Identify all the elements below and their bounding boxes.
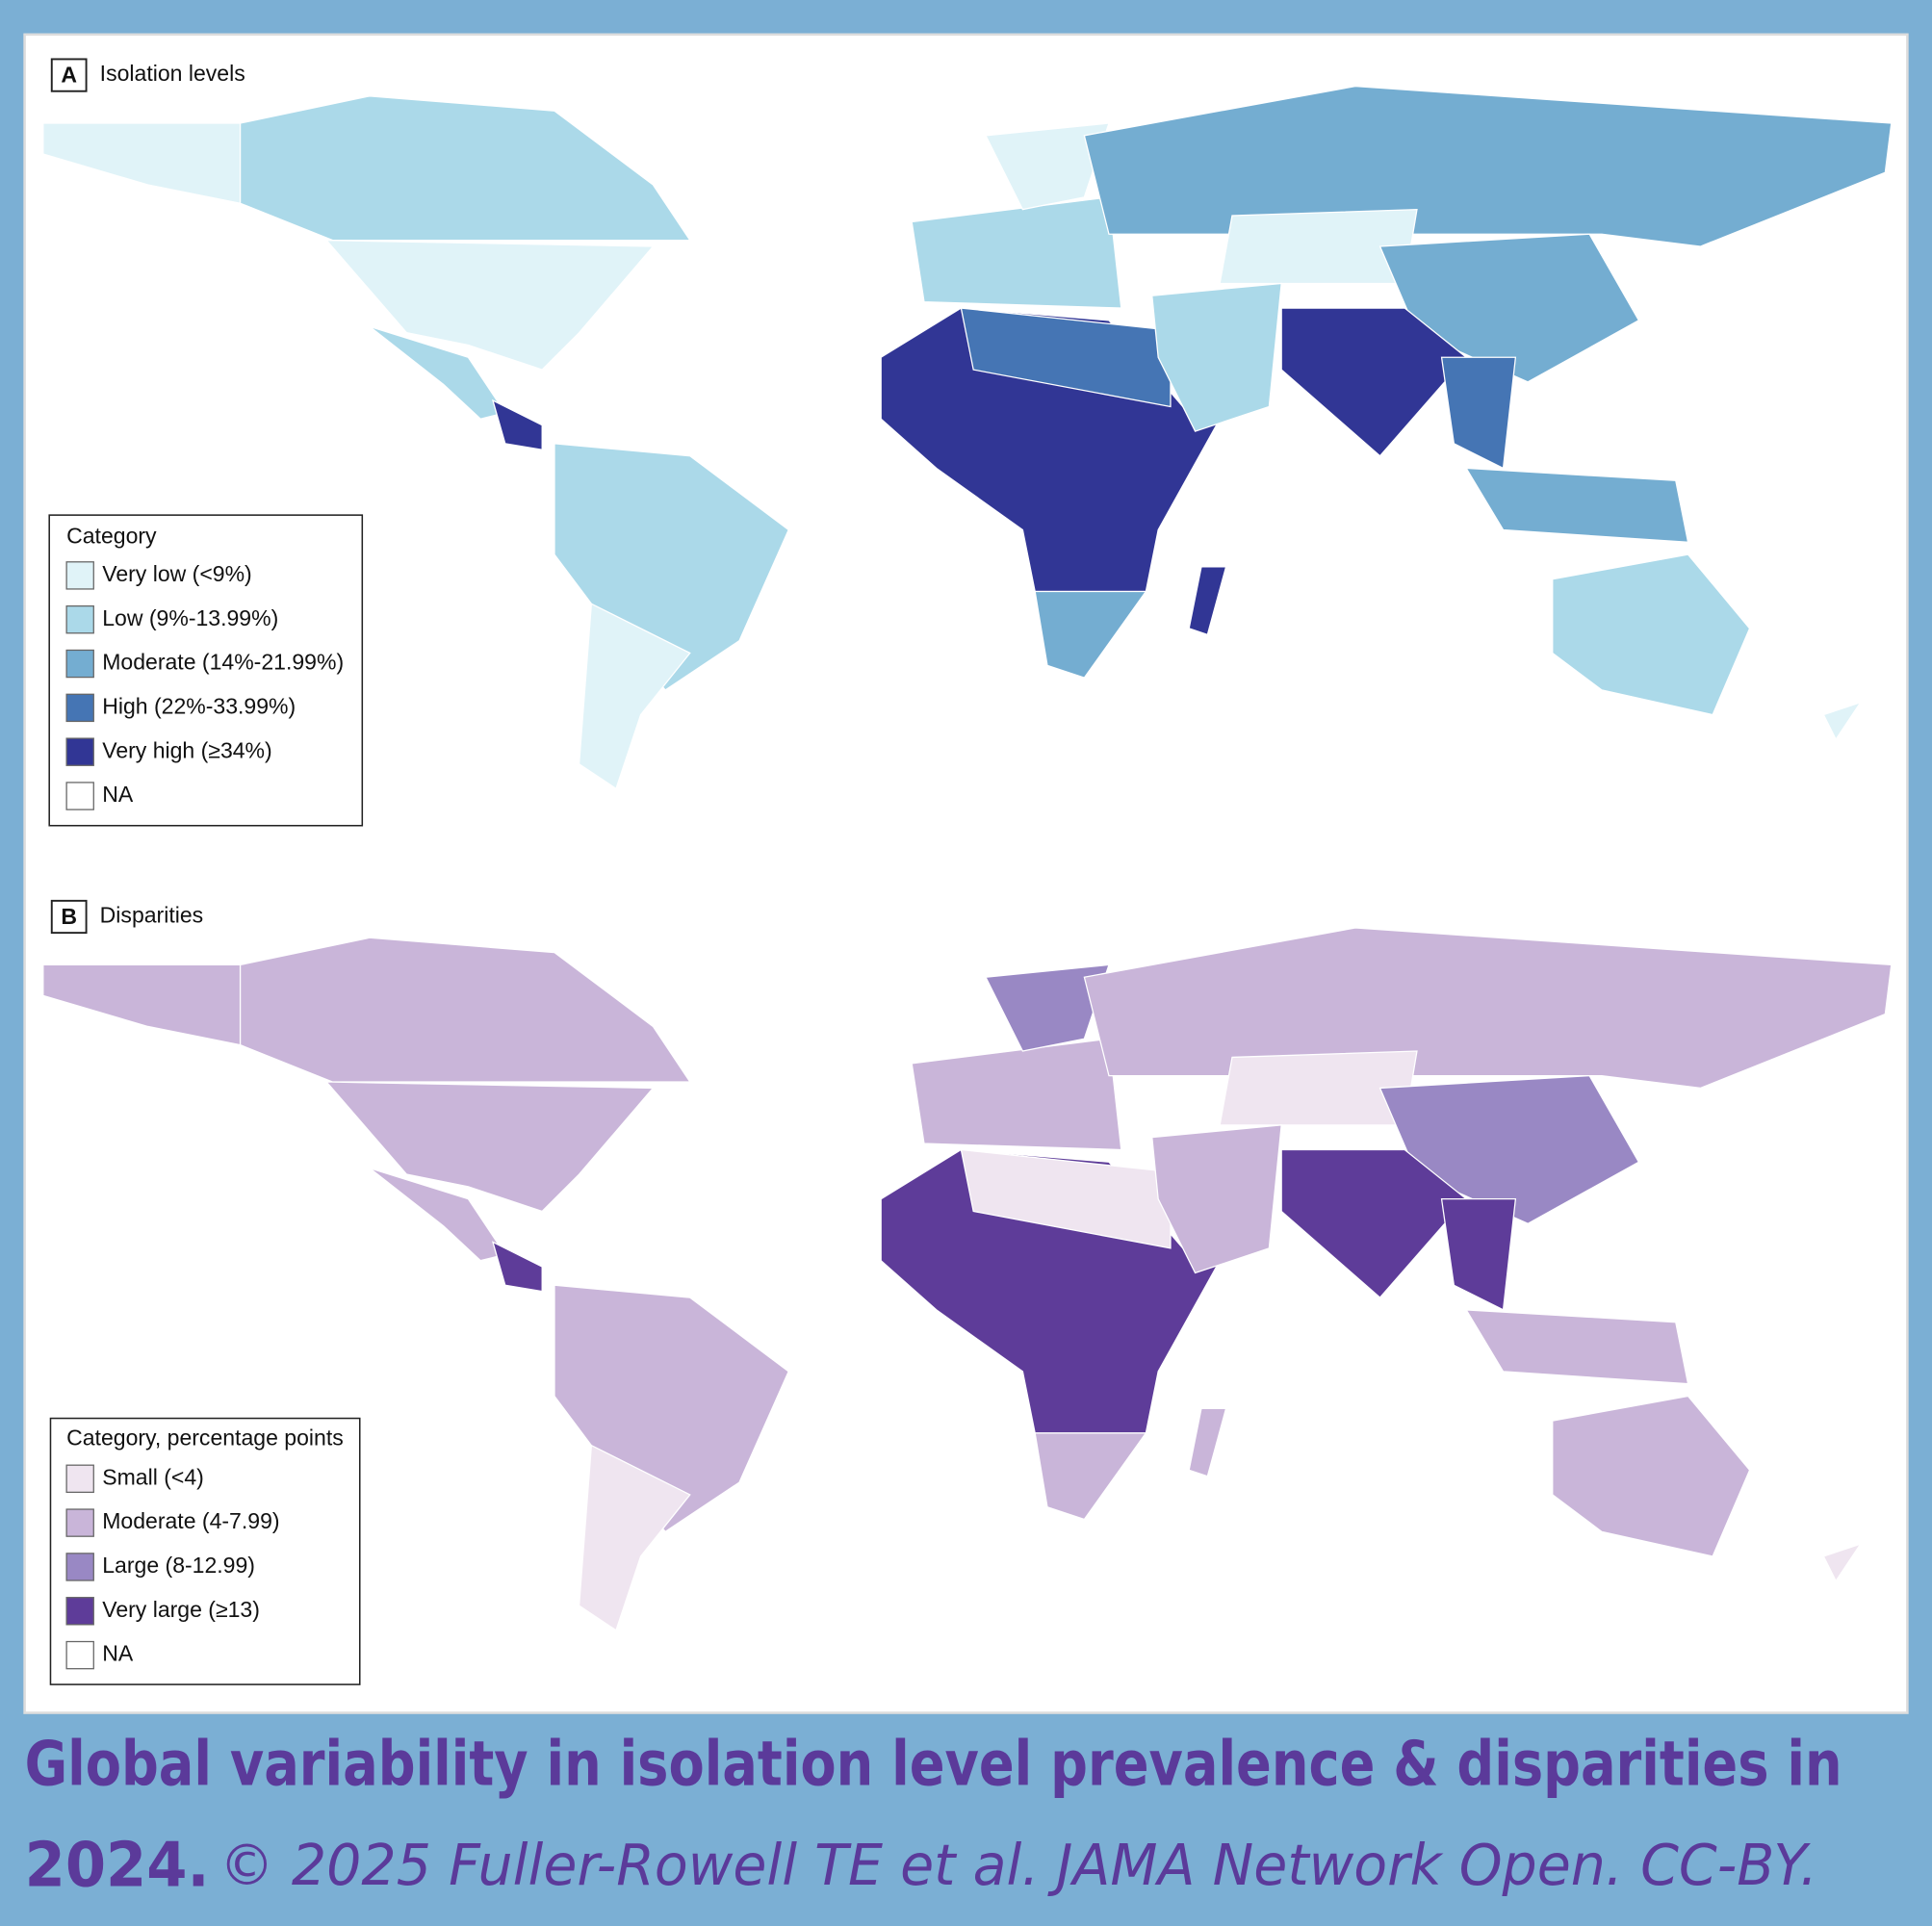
country-region <box>1552 553 1751 716</box>
country-region <box>960 307 1172 408</box>
legend-label: Very large (≥13) <box>102 1597 260 1622</box>
legend-swatch <box>65 737 94 766</box>
legend-label: Small (<4) <box>102 1464 204 1489</box>
legend-swatch <box>65 1464 94 1493</box>
country-region <box>324 1081 655 1213</box>
legend-title: Category <box>66 523 157 548</box>
country-region <box>42 122 242 205</box>
country-region <box>42 963 242 1046</box>
legend-swatch <box>65 782 94 810</box>
caption-credit: © 2025 Fuller-Rowell TE et al. JAMA Netw… <box>219 1832 1817 1898</box>
legend-label: High (22%-33.99%) <box>102 693 296 718</box>
country-region <box>984 122 1110 211</box>
country-region <box>239 95 691 242</box>
legend-label: Large (8-12.99) <box>102 1553 255 1578</box>
legend-label: Very high (≥34%) <box>102 737 271 762</box>
country-region <box>369 1168 506 1262</box>
country-region <box>1083 85 1893 247</box>
country-region <box>1034 1432 1147 1521</box>
legend-items: Small (<4) Moderate (4-7.99) Large (8-12.9… <box>65 1464 280 1670</box>
map-isolation <box>42 85 1893 790</box>
legend-label: NA <box>102 782 134 807</box>
country-region <box>369 325 506 420</box>
country-region <box>1822 1542 1863 1582</box>
country-region <box>984 963 1110 1052</box>
legend-label: Moderate (14%-21.99%) <box>102 650 344 675</box>
country-region <box>1464 1309 1689 1385</box>
country-region <box>239 937 691 1083</box>
panel-label-box <box>50 58 88 92</box>
legend-swatch <box>65 561 94 590</box>
legend-items: Very low (<9%) Low (9%-13.99%) Moderate (1… <box>65 561 344 810</box>
legend-title: Category, percentage points <box>66 1425 344 1450</box>
legend-label: Moderate (4-7.99) <box>102 1508 279 1533</box>
country-region <box>1440 1198 1517 1311</box>
legend-label: Low (9%-13.99%) <box>102 605 278 630</box>
country-region <box>960 1148 1172 1249</box>
caption-title: 2024. <box>25 1831 210 1902</box>
legend-swatch <box>65 1508 94 1537</box>
legend-box <box>48 514 364 827</box>
country-region <box>1151 1124 1282 1274</box>
panel-label: A <box>61 62 77 87</box>
country-region <box>324 239 655 371</box>
legend-swatch <box>65 1553 94 1581</box>
panel-title: Isolation levels <box>100 61 245 86</box>
country-region <box>578 603 691 790</box>
country-region <box>1034 590 1147 679</box>
legend-swatch <box>65 604 94 634</box>
country-region <box>1083 927 1893 1090</box>
country-region <box>1822 701 1863 741</box>
country-region <box>1188 566 1227 636</box>
country-region <box>1552 1395 1751 1557</box>
country-region <box>1280 307 1468 457</box>
panel-label: B <box>61 904 77 929</box>
legend-swatch <box>65 1597 94 1626</box>
legend-swatch <box>65 649 94 679</box>
legend-swatch <box>65 1640 94 1670</box>
panel-title: Disparities <box>100 903 204 928</box>
country-region <box>491 1241 543 1293</box>
panel-label-box <box>50 899 88 935</box>
legend-label: NA <box>102 1641 134 1666</box>
country-region <box>1440 356 1517 470</box>
country-region <box>1188 1407 1227 1477</box>
legend-box <box>49 1417 361 1685</box>
country-region <box>1464 467 1689 543</box>
legend-swatch <box>65 693 94 723</box>
map-disparities <box>42 927 1893 1631</box>
country-region <box>1280 1148 1468 1298</box>
legend-label: Very low (<9%) <box>102 561 252 586</box>
country-region <box>578 1444 691 1631</box>
caption-title: Global variability in isolation level pr… <box>25 1730 1842 1801</box>
country-region <box>1151 282 1282 432</box>
country-region <box>491 398 543 451</box>
